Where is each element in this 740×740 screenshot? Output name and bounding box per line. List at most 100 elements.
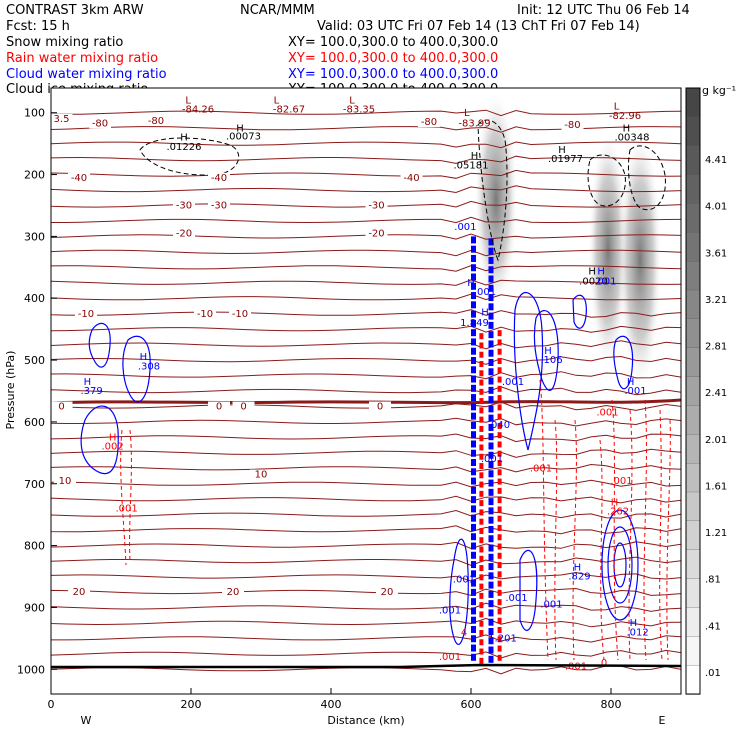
extrema-label-60: 4 bbox=[461, 627, 467, 638]
core-dash-red-b-43 bbox=[497, 636, 502, 643]
colorbar: g kg⁻¹ 4.41 4.01 3.61 3.21 2.81 2.41 2.01 1.61 1… bbox=[685, 84, 736, 695]
snow-shading bbox=[474, 90, 662, 390]
core-dash-blue-a-15 bbox=[471, 375, 476, 383]
temperature-contour-32 bbox=[51, 602, 681, 612]
temperature-contour-6 bbox=[51, 200, 681, 208]
core-dash-blue-b-22 bbox=[488, 442, 494, 450]
colorbar-swatch-0 bbox=[685, 87, 701, 118]
core-dash-blue-a-16 bbox=[471, 384, 476, 392]
core-dash-red-a-12 bbox=[479, 351, 484, 358]
core-dash-red-b-16 bbox=[497, 385, 502, 392]
core-dash-red-a-32 bbox=[479, 537, 484, 544]
extrema-label-23: .001 bbox=[594, 277, 616, 288]
core-dash-blue-a-20 bbox=[471, 421, 476, 429]
legend-rain-xy: XY= 100.0,300.0 to 400.0,300.0 bbox=[288, 51, 498, 66]
temperature-contour-11 bbox=[51, 279, 681, 286]
extrema-label-11: .01226 bbox=[167, 142, 202, 153]
colorbar-tick-2: 3.61 bbox=[705, 248, 727, 259]
extrema-label-21: .0020 bbox=[579, 277, 608, 288]
core-dash-red-b-45 bbox=[497, 654, 502, 661]
temperature-contour-4 bbox=[51, 169, 681, 179]
contour-labels: -80 -80 -80 -80 3.5 -40 -40 -40 -30 -30 -30 -20 -20 -… bbox=[51, 114, 584, 598]
core-dash-blue-a-35 bbox=[471, 561, 476, 569]
extrema-label-12: H bbox=[236, 123, 244, 134]
core-dash-red-a-37 bbox=[479, 583, 484, 590]
core-dash-red-a-38 bbox=[479, 592, 484, 599]
y-tick-label-9: 1000 bbox=[17, 663, 45, 676]
core-dash-red-a-19 bbox=[479, 416, 484, 423]
temperature-contour-9 bbox=[51, 249, 681, 257]
core-dash-red-a-28 bbox=[479, 500, 484, 507]
colorbar-swatch-13 bbox=[685, 462, 701, 493]
extrema-label-25: .379 bbox=[80, 386, 102, 397]
cloud-water-blob-west-1 bbox=[80, 405, 119, 475]
core-dash-blue-a-10 bbox=[471, 329, 476, 337]
snow-plume-3 bbox=[618, 130, 662, 390]
contour-label-6: -40 bbox=[211, 173, 227, 184]
core-dash-blue-a-18 bbox=[471, 403, 476, 411]
core-dash-blue-b-14 bbox=[488, 368, 494, 376]
extrema-label-46: .001 bbox=[505, 593, 527, 604]
contour-label-bg-0 bbox=[89, 118, 111, 129]
core-dash-red-b-30 bbox=[497, 515, 502, 522]
core-dash-red-b-27 bbox=[497, 487, 502, 494]
core-dash-red-a-11 bbox=[479, 342, 484, 349]
core-dash-blue-b-10 bbox=[488, 331, 494, 339]
core-dash-red-b-13 bbox=[497, 357, 502, 364]
core-dash-blue-a-42 bbox=[471, 625, 476, 633]
temperature-contour-21 bbox=[51, 433, 681, 443]
contour-label-17: 0 bbox=[216, 402, 222, 413]
core-dash-blue-a-32 bbox=[471, 533, 476, 541]
rain-streak-1 bbox=[539, 379, 549, 661]
colorbar-swatch-11 bbox=[685, 405, 701, 435]
core-dash-red-a-13 bbox=[479, 360, 484, 367]
core-dash-blue-a-4 bbox=[471, 273, 476, 281]
extrema-label-5: -83.35 bbox=[343, 105, 375, 116]
core-dash-blue-a-44 bbox=[471, 644, 476, 652]
core-dash-blue-b-9 bbox=[488, 321, 494, 329]
core-dash-blue-b-0 bbox=[488, 238, 494, 246]
temperature-contour-8 bbox=[51, 233, 681, 240]
extrema-label-2: L bbox=[274, 95, 280, 106]
temperature-contour-2 bbox=[51, 141, 681, 149]
core-dash-blue-a-37 bbox=[471, 579, 476, 587]
temperature-contours bbox=[51, 109, 681, 675]
colorbar-tick-6: 2.01 bbox=[705, 435, 727, 446]
core-dash-blue-b-8 bbox=[488, 312, 494, 320]
colorbar-swatch-9 bbox=[685, 347, 701, 378]
core-dash-blue-a-17 bbox=[471, 394, 476, 402]
y-axis: 100 200 300 400 500 600 700 800 900 1000 bbox=[17, 107, 57, 676]
contour-label-bg-9 bbox=[208, 200, 230, 211]
core-dash-blue-b-27 bbox=[488, 488, 494, 496]
contour-label-bg-4 bbox=[51, 114, 73, 125]
core-dash-blue-b-45 bbox=[488, 655, 494, 663]
colorbar-swatch-6 bbox=[685, 260, 701, 291]
cloud-ice-contours bbox=[139, 119, 666, 262]
temperature-contour-23 bbox=[51, 463, 681, 473]
extrema-label-49: H bbox=[109, 432, 117, 443]
colorbar-swatch-12 bbox=[685, 434, 701, 464]
cloud-water-core-2 bbox=[607, 526, 633, 604]
core-dash-red-a-22 bbox=[479, 444, 484, 451]
contour-label-bg-24 bbox=[376, 587, 398, 598]
contour-label-bg-14 bbox=[194, 308, 216, 319]
core-dash-blue-b-23 bbox=[488, 451, 494, 459]
contour-label-7: -40 bbox=[403, 173, 419, 184]
core-dash-red-a-18 bbox=[479, 407, 484, 414]
core-dash-red-b-15 bbox=[497, 376, 502, 383]
core-dash-blue-a-40 bbox=[471, 607, 476, 615]
extrema-label-54: .001 bbox=[610, 476, 632, 487]
core-dash-blue-a-41 bbox=[471, 616, 476, 624]
extrema-label-41: .001 bbox=[502, 377, 524, 388]
extrema-label-43: .001 bbox=[481, 454, 503, 465]
temperature-contour-24 bbox=[51, 479, 681, 488]
colorbar-frame bbox=[685, 87, 701, 695]
extrema-label-16: H bbox=[558, 145, 566, 156]
contour-label-2: -80 bbox=[421, 117, 437, 128]
cloud-water-blob-surface-2 bbox=[519, 549, 538, 631]
core-dash-blue-b-28 bbox=[488, 498, 494, 506]
extrema-label-29: .106 bbox=[540, 355, 562, 366]
core-dash-blue-b-19 bbox=[488, 414, 494, 422]
y-tick-label-1: 200 bbox=[24, 169, 45, 182]
x-tick-label-1: 200 bbox=[181, 698, 202, 711]
